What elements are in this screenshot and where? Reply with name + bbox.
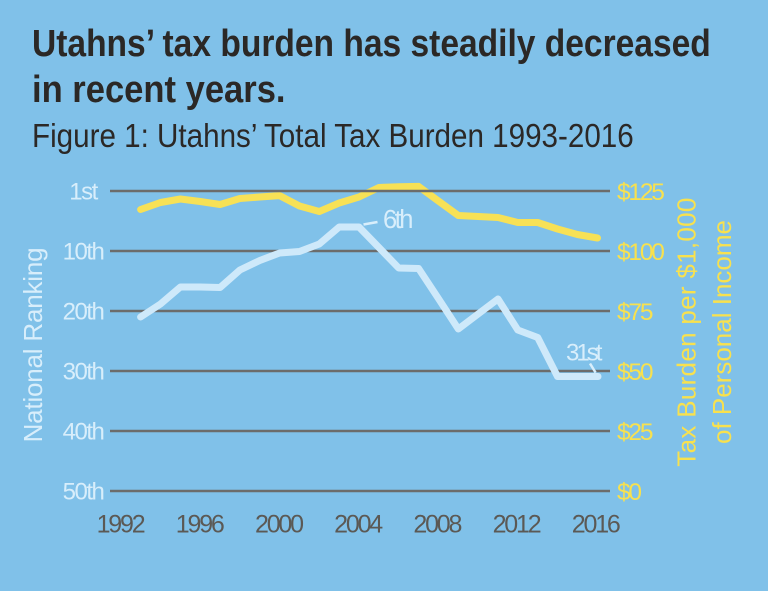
svg-text:1996: 1996	[176, 511, 224, 539]
svg-text:50th: 50th	[63, 479, 104, 506]
svg-text:2016: 2016	[572, 511, 620, 539]
svg-text:$50: $50	[617, 359, 653, 386]
svg-text:Tax Burden per $1,000: Tax Burden per $1,000	[672, 197, 702, 466]
svg-text:$75: $75	[617, 299, 653, 326]
svg-text:10th: 10th	[63, 239, 104, 266]
svg-text:31st: 31st	[566, 340, 603, 367]
svg-text:6th: 6th	[383, 206, 412, 234]
svg-text:40th: 40th	[63, 419, 104, 446]
svg-text:20th: 20th	[63, 299, 104, 326]
svg-text:$0: $0	[617, 479, 641, 506]
svg-text:2004: 2004	[334, 511, 383, 539]
svg-text:30th: 30th	[63, 359, 104, 386]
svg-text:1st: 1st	[69, 179, 98, 206]
svg-text:of Personal Income: of Personal Income	[707, 220, 737, 444]
svg-text:2012: 2012	[493, 511, 541, 539]
svg-text:$125: $125	[617, 179, 664, 206]
svg-text:National Ranking: National Ranking	[18, 248, 48, 443]
svg-text:2008: 2008	[413, 511, 461, 539]
svg-text:$25: $25	[617, 419, 653, 446]
svg-text:$100: $100	[617, 239, 664, 266]
svg-text:1992: 1992	[97, 511, 145, 539]
svg-text:2000: 2000	[255, 511, 303, 539]
